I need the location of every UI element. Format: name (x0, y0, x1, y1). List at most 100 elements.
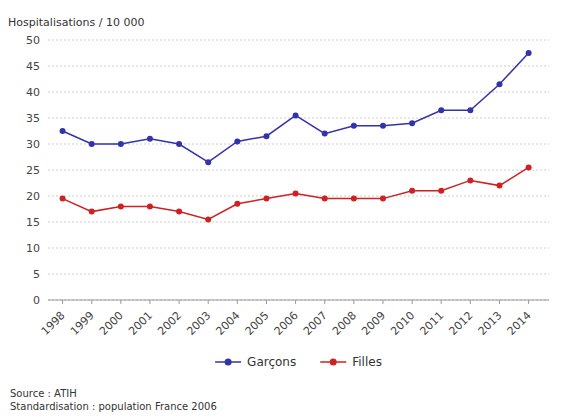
series-point (89, 141, 95, 147)
x-tick-label: 2007 (301, 309, 330, 338)
series-point (176, 209, 182, 215)
x-tick (179, 300, 180, 304)
x-tick-label: 2010 (388, 309, 417, 338)
annotation: Source : ATIH Standardisation : populatio… (10, 388, 217, 412)
grid-line (48, 66, 549, 67)
annotation-line: Standardisation : population France 2006 (10, 401, 217, 412)
x-tick (62, 300, 63, 304)
grid-line (48, 40, 549, 41)
series-point (322, 196, 328, 202)
series-point (526, 50, 532, 56)
x-tick-label: 2002 (155, 309, 184, 338)
series-line (63, 167, 529, 219)
series-point (380, 196, 386, 202)
y-tick-label: 15 (26, 216, 40, 229)
series-line (63, 53, 529, 162)
x-tick (91, 300, 92, 304)
x-tick-label: 2012 (446, 309, 475, 338)
x-tick (528, 300, 529, 304)
x-tick (120, 300, 121, 304)
x-tick-label: 2000 (97, 309, 126, 338)
x-tick (237, 300, 238, 304)
grid-line (48, 92, 549, 93)
x-tick (470, 300, 471, 304)
series-point (467, 177, 473, 183)
series-point (526, 164, 532, 170)
series-point (147, 136, 153, 142)
series-point (118, 141, 124, 147)
series-point (409, 188, 415, 194)
x-tick (149, 300, 150, 304)
x-tick (499, 300, 500, 304)
x-tick (208, 300, 209, 304)
legend-item: Filles (320, 355, 382, 369)
series-point (234, 138, 240, 144)
x-tick-label: 2004 (213, 309, 242, 338)
plot-area (60, 50, 532, 222)
grid-line (48, 196, 549, 197)
chart: 0 5 10 15 20 25 30 35 40 45 50 19981999200020012002… (0, 0, 569, 418)
x-tick-label: 2009 (359, 309, 388, 338)
grid-line (48, 248, 549, 249)
y-tick-label: 20 (26, 190, 40, 203)
series-point (438, 107, 444, 113)
series-point (351, 196, 357, 202)
y-tick-label: 5 (33, 268, 40, 281)
y-tick-label: 10 (26, 242, 40, 255)
legend-marker (330, 359, 337, 366)
x-tick-label: 2013 (476, 309, 505, 338)
grid-line (48, 274, 549, 275)
y-tick-label: 40 (26, 86, 40, 99)
y-tick-label: 0 (33, 294, 40, 307)
y-tick-label: 35 (26, 112, 40, 125)
grid (48, 40, 549, 300)
x-tick-label: 2011 (417, 309, 446, 338)
series-point (176, 141, 182, 147)
series-point (147, 203, 153, 209)
series-point (263, 196, 269, 202)
series-point (467, 107, 473, 113)
x-tick (266, 300, 267, 304)
series-point (380, 123, 386, 129)
series-point (496, 81, 502, 87)
series-point (118, 203, 124, 209)
series-point (60, 196, 66, 202)
legend-item: Garçons (215, 355, 296, 369)
series-point (89, 209, 95, 215)
y-tick-label: 25 (26, 164, 40, 177)
annotation-line: Source : ATIH (10, 388, 77, 399)
grid-line (48, 300, 549, 301)
series-point (409, 120, 415, 126)
x-tick (382, 300, 383, 304)
x-tick-label: 2008 (330, 309, 359, 338)
x-tick-label: 2014 (505, 309, 534, 338)
x-tick-label: 2003 (184, 309, 213, 338)
series-point (322, 131, 328, 137)
legend-label: Garçons (247, 355, 296, 369)
legend-marker (225, 359, 232, 366)
grid-line (48, 170, 549, 171)
series-point (205, 216, 211, 222)
series-point (293, 190, 299, 196)
grid-line (48, 222, 549, 223)
x-tick (441, 300, 442, 304)
series-point (438, 188, 444, 194)
y-tick-label: 30 (26, 138, 40, 151)
x-tick (324, 300, 325, 304)
y-tick-label: 50 (26, 34, 40, 47)
x-tick (295, 300, 296, 304)
legend-label: Filles (352, 355, 382, 369)
x-tick-label: 2005 (243, 309, 272, 338)
x-axis-line (48, 300, 549, 301)
x-tick-label: 2001 (126, 309, 155, 338)
series-point (351, 123, 357, 129)
series-point (263, 133, 269, 139)
x-tick (353, 300, 354, 304)
x-tick (412, 300, 413, 304)
series-point (234, 201, 240, 207)
x-tick-label: 1998 (39, 309, 68, 338)
y-tick-label: 45 (26, 60, 40, 73)
x-tick-label: 1999 (68, 309, 97, 338)
series-point (205, 159, 211, 165)
series-point (496, 183, 502, 189)
